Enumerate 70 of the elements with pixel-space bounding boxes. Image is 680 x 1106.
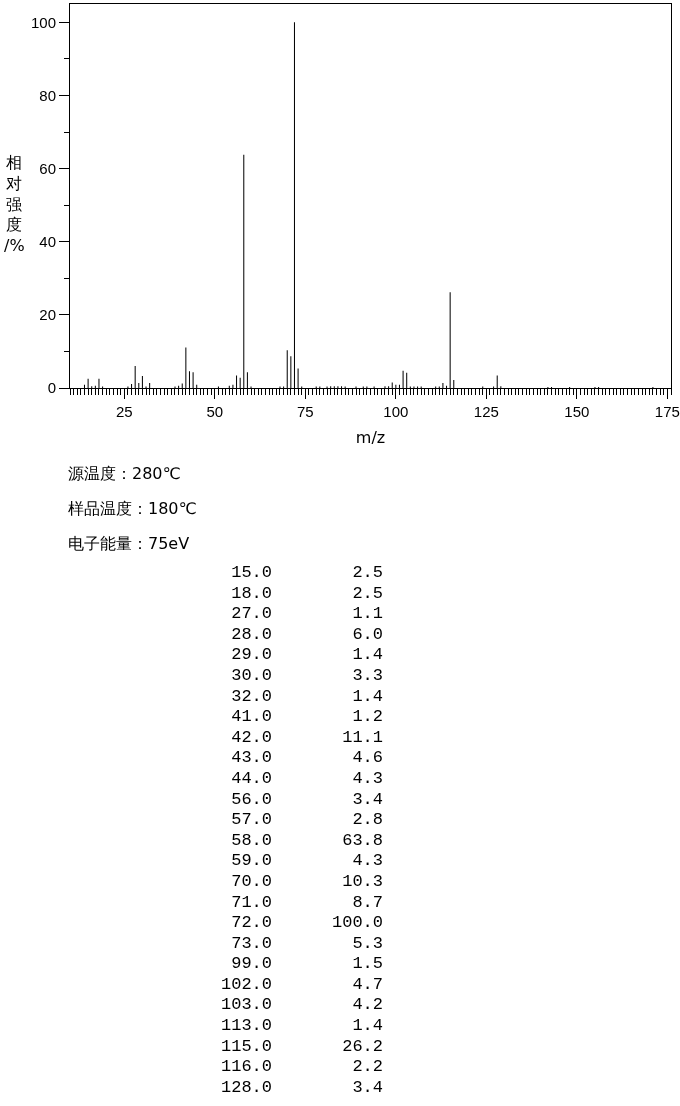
category-label: 70.0 [231, 871, 272, 893]
data-label: 2.5 [352, 583, 383, 605]
category-label: 71.0 [231, 892, 272, 914]
y-tick-label: 60 [39, 159, 56, 177]
data-label: 1.4 [352, 1016, 383, 1037]
category-label: 42.0 [231, 727, 272, 749]
data-label: 4.7 [352, 974, 383, 996]
category-label: 102.0 [220, 974, 272, 996]
data-label: 8.7 [352, 892, 383, 914]
y-tick-label: 80 [39, 86, 56, 104]
x-tick-label: 150 [564, 403, 590, 420]
data-label: 4.3 [352, 851, 383, 872]
data-label: 2.5 [352, 563, 383, 584]
category-label: 29.0 [231, 645, 272, 666]
category-label: 41.0 [231, 707, 272, 728]
data-label: 63.8 [342, 830, 383, 852]
text: 电子能量：75eV [68, 533, 191, 555]
category-label: 30.0 [231, 665, 272, 687]
x-axis-title: m/z [355, 427, 386, 447]
y-axis-title: 相对强度/% [4, 153, 25, 256]
x-tick-label: 75 [296, 403, 314, 420]
data-label: 26.2 [342, 1036, 383, 1058]
data-label: 1.4 [352, 686, 383, 708]
category-label: 15.0 [231, 563, 272, 584]
data-label: 1.5 [352, 954, 383, 975]
category-label: 103.0 [220, 995, 272, 1017]
y-tick-label: 100 [30, 13, 56, 31]
y-tick-label: 20 [39, 306, 56, 324]
category-label: 58.0 [231, 830, 272, 852]
category-label: 113.0 [220, 1016, 272, 1037]
text: 样品温度：180℃ [68, 498, 197, 520]
data-label: 3.3 [352, 665, 383, 687]
x-tick-label: 175 [654, 403, 680, 420]
category-label: 43.0 [231, 748, 272, 769]
x-tick-label: 100 [383, 403, 409, 420]
data-label: 1.4 [352, 645, 383, 666]
data-label: 1.1 [352, 604, 383, 625]
data-label: 4.6 [352, 748, 383, 769]
data-label: 10.3 [342, 871, 383, 893]
category-label: 28.0 [231, 624, 272, 646]
category-label: 32.0 [231, 686, 272, 708]
y-tick-label: 0 [47, 379, 56, 397]
data-label: 2.8 [352, 810, 383, 831]
y-tick-label: 40 [39, 232, 56, 250]
category-label: 59.0 [231, 851, 272, 872]
data-label: 4.3 [352, 768, 383, 790]
data-label: 100.0 [331, 913, 383, 934]
category-label: 115.0 [220, 1036, 272, 1058]
category-label: 56.0 [231, 789, 272, 811]
text: 源温度：280℃ [68, 463, 182, 485]
data-label: 3.4 [352, 1077, 383, 1099]
data-label: 2.2 [352, 1057, 383, 1078]
category-label: 57.0 [231, 810, 272, 831]
data-label: 1.2 [352, 707, 383, 728]
x-tick-label: 125 [473, 403, 499, 420]
x-tick-label: 50 [206, 403, 224, 420]
x-tick-label: 25 [115, 403, 133, 420]
category-label: 27.0 [231, 604, 272, 625]
data-label: 5.3 [352, 933, 383, 955]
data-label: 6.0 [352, 624, 383, 646]
category-label: 18.0 [231, 583, 272, 605]
data-label: 4.2 [352, 995, 383, 1017]
data-label: 11.1 [342, 727, 383, 749]
category-label: 128.0 [220, 1077, 272, 1099]
category-label: 72.0 [231, 913, 272, 934]
category-label: 73.0 [231, 933, 272, 955]
data-label: 3.4 [352, 789, 383, 811]
category-label: 99.0 [231, 954, 272, 975]
category-label: 116.0 [220, 1057, 272, 1078]
category-label: 44.0 [231, 768, 272, 790]
